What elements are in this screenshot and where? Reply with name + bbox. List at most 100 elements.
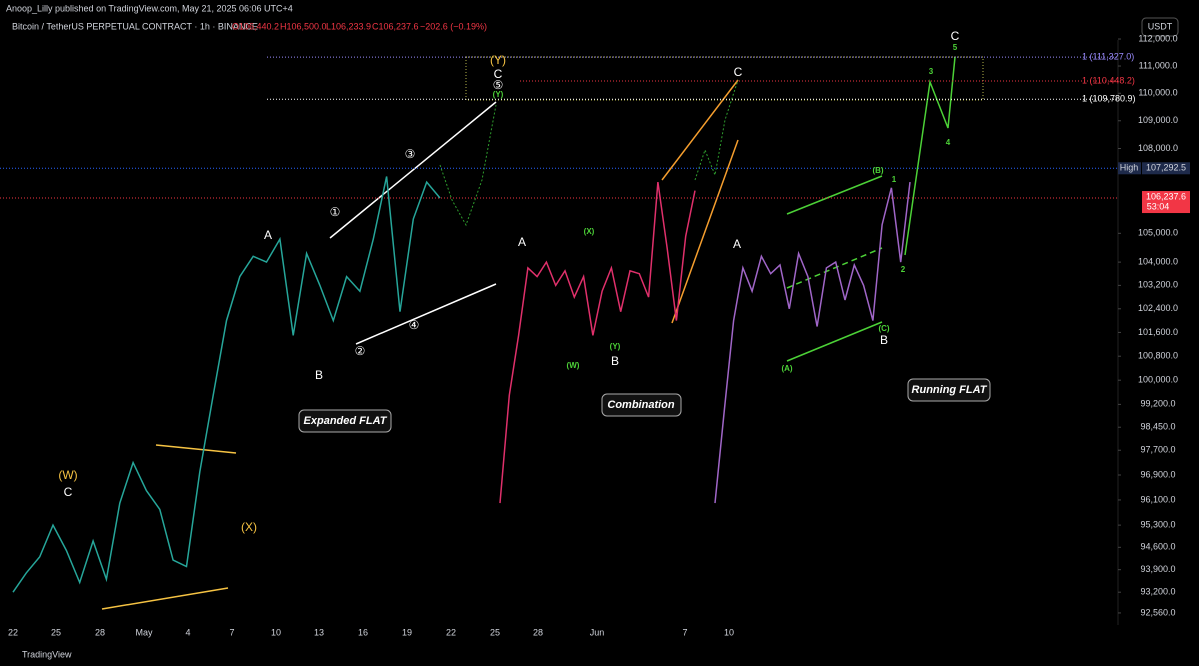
label: A xyxy=(264,228,272,242)
label: ⑤ xyxy=(493,78,504,92)
x-tick-label: 22 xyxy=(446,627,456,637)
label: 5 xyxy=(953,43,958,52)
callout xyxy=(298,409,392,433)
y-tick-label: 97,700.0 xyxy=(1140,445,1175,455)
wedge xyxy=(671,139,739,324)
label: (C) xyxy=(878,324,889,333)
label: 1 xyxy=(892,175,897,184)
high-name: High xyxy=(1120,163,1139,173)
x-tick-label: 25 xyxy=(490,627,500,637)
x-tick-label: 10 xyxy=(724,627,734,637)
target-box xyxy=(465,56,984,101)
label: C xyxy=(494,67,503,81)
label: A xyxy=(733,237,741,251)
y-tick-label: 102,400.0 xyxy=(1138,303,1178,313)
label: ② xyxy=(355,344,366,358)
label: ④ xyxy=(409,318,420,332)
flat-channel xyxy=(786,247,883,289)
label: C xyxy=(64,485,73,499)
wedge xyxy=(661,79,739,181)
x-tick-label: 28 xyxy=(95,627,105,637)
currency-button[interactable] xyxy=(1141,17,1179,37)
byline: Anoop_Lilly published on TradingView.com… xyxy=(6,3,293,13)
high: H106,500.0 xyxy=(280,21,327,31)
y-tick-label: 99,200.0 xyxy=(1140,399,1175,409)
level-label: 1 (109,780.9) xyxy=(1082,94,1136,104)
level-label: 1 (110,448.2) xyxy=(1082,75,1135,85)
label: (B) xyxy=(872,166,883,175)
label: (W) xyxy=(58,468,77,482)
y-tick-label: 105,000.0 xyxy=(1138,228,1178,238)
channel xyxy=(329,101,497,239)
label: 4 xyxy=(946,138,951,147)
y-tick-label: 93,900.0 xyxy=(1140,564,1175,574)
annotations: (W) C (X) A B Expanded FLAT (Y) C ⑤ (Y) … xyxy=(58,29,991,534)
flat-channel xyxy=(786,175,883,215)
y-tick-label: 100,800.0 xyxy=(1138,351,1178,361)
x-tick-label: 16 xyxy=(358,627,368,637)
label: B xyxy=(315,368,323,382)
change: −202.6 (−0.19%) xyxy=(420,21,487,31)
y-tick-label: 104,000.0 xyxy=(1138,256,1178,266)
label: (W) xyxy=(567,361,580,370)
label: 2 xyxy=(901,265,906,274)
label: (Y) xyxy=(493,90,504,99)
y-tick-label: 100,000.0 xyxy=(1138,375,1178,385)
x-tick-label: 22 xyxy=(8,627,18,637)
high-box xyxy=(1142,162,1190,175)
flat-channel xyxy=(786,321,883,362)
x-tick-label: 7 xyxy=(229,627,234,637)
symbol: Bitcoin / TetherUS PERPETUAL CONTRACT · … xyxy=(12,21,258,31)
callout xyxy=(601,393,682,417)
label: (Y) xyxy=(490,53,506,67)
label: (Y) xyxy=(610,342,621,351)
last-box xyxy=(1142,191,1190,214)
y-tick-label: 109,000.0 xyxy=(1138,115,1178,125)
label: (A) xyxy=(781,364,792,373)
close: C106,237.6 xyxy=(372,21,419,31)
y-tick-label: 110,000.0 xyxy=(1138,88,1177,98)
y-tick-label: 96,100.0 xyxy=(1140,494,1175,504)
label: 3 xyxy=(929,67,934,76)
high-label: 107,292.5 xyxy=(1146,163,1186,173)
callout-text: Combination xyxy=(607,399,674,411)
x-tick-label: 10 xyxy=(271,627,281,637)
footer: TradingView xyxy=(22,649,72,659)
x-tick-label: 7 xyxy=(682,627,687,637)
label: C xyxy=(734,65,743,79)
label: (X) xyxy=(241,520,257,534)
label: C xyxy=(951,29,960,43)
x-tick-label: 19 xyxy=(402,627,412,637)
label: ③ xyxy=(405,147,416,161)
y-tick-label: 95,300.0 xyxy=(1140,519,1175,529)
price-line xyxy=(714,182,911,504)
y-tick-label: 108,000.0 xyxy=(1138,143,1178,153)
y-tick-label: 98,450.0 xyxy=(1140,422,1175,432)
label: A xyxy=(518,235,526,249)
low: L106,233.9 xyxy=(326,21,371,31)
label: B xyxy=(611,354,619,368)
triangle xyxy=(155,444,237,454)
y-tick-label: 111,000.0 xyxy=(1139,60,1178,70)
countdown: 53:04 xyxy=(1147,201,1170,211)
plot xyxy=(0,56,1118,610)
y-tick-label: 92,560.0 xyxy=(1140,607,1175,617)
level-label: 1 (111,327.0) xyxy=(1082,52,1134,62)
callout xyxy=(907,378,991,402)
x-tick-label: May xyxy=(135,627,153,637)
label: (X) xyxy=(584,227,595,236)
projection xyxy=(439,104,497,227)
y-tick-label: 96,900.0 xyxy=(1140,469,1175,479)
callout-text: Expanded FLAT xyxy=(304,415,388,427)
label: B xyxy=(880,333,888,347)
projection xyxy=(694,79,739,181)
x-tick-label: Jun xyxy=(590,627,605,637)
y-tick-label: 94,600.0 xyxy=(1140,542,1175,552)
x-tick-label: 28 xyxy=(533,627,543,637)
high-tag xyxy=(1118,162,1141,175)
y-tick-label: 93,200.0 xyxy=(1140,587,1175,597)
y-tick-label: 101,600.0 xyxy=(1138,327,1178,337)
currency: USDT xyxy=(1148,21,1173,31)
